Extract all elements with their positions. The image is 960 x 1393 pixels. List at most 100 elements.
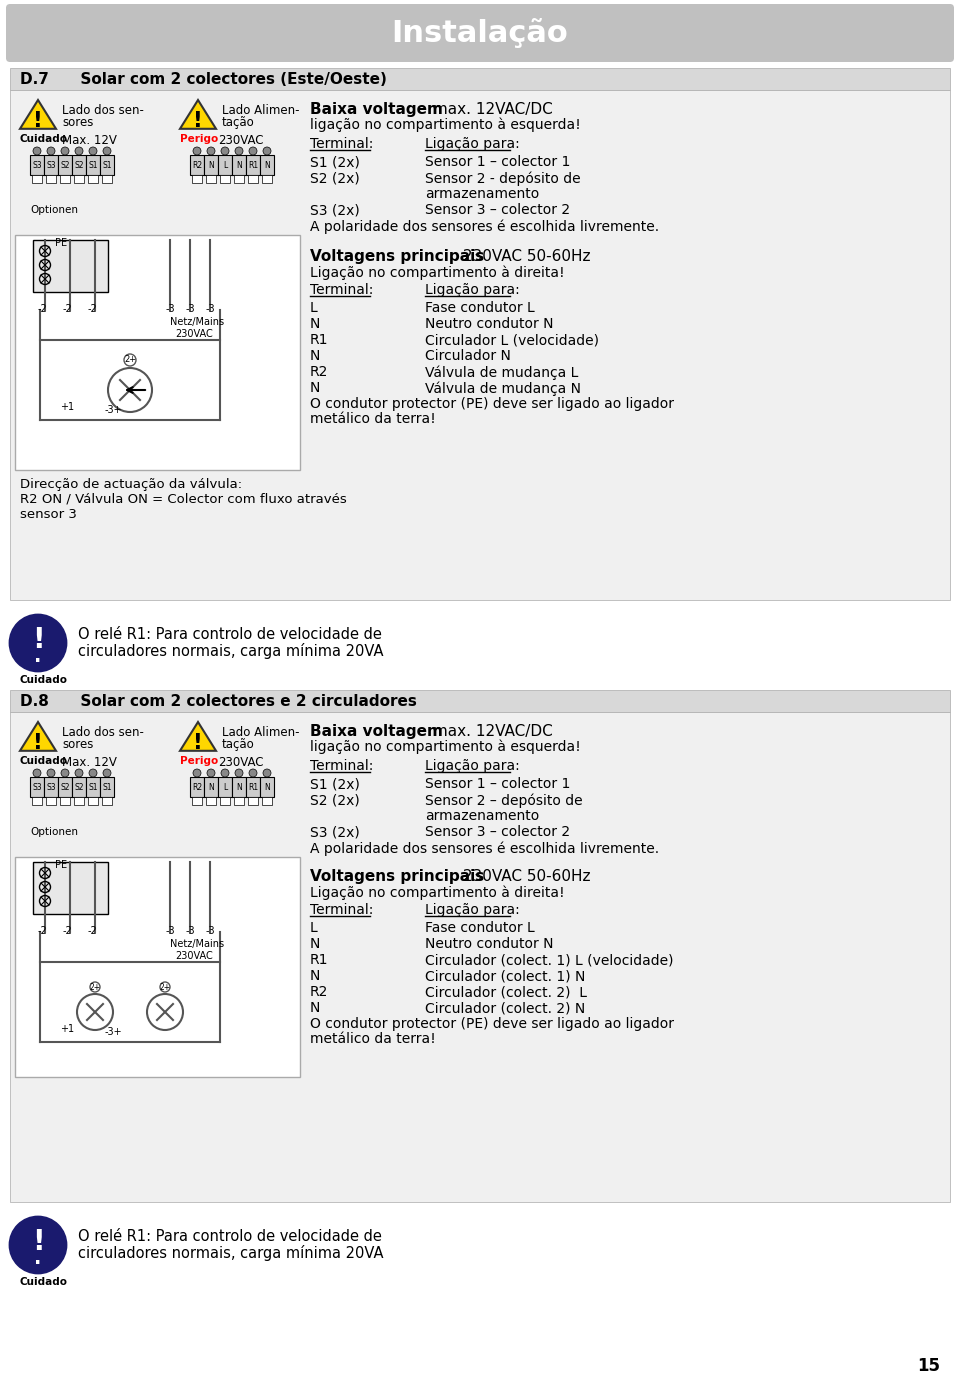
Bar <box>10 68 950 91</box>
Bar <box>248 797 258 805</box>
Text: -3: -3 <box>206 304 216 313</box>
Text: Circulador (colect. 2) N: Circulador (colect. 2) N <box>425 1002 586 1015</box>
Circle shape <box>61 769 69 777</box>
Text: Sensor 1 – colector 1: Sensor 1 – colector 1 <box>425 155 570 169</box>
Bar <box>46 797 56 805</box>
Text: N: N <box>310 937 321 951</box>
Bar <box>262 797 272 805</box>
Circle shape <box>47 769 55 777</box>
Text: R1: R1 <box>310 333 328 347</box>
Text: S3: S3 <box>33 783 42 791</box>
Text: Neutro condutor N: Neutro condutor N <box>425 318 554 332</box>
Text: N: N <box>310 318 321 332</box>
Text: sensor 3: sensor 3 <box>20 508 77 521</box>
Text: .: . <box>35 646 41 666</box>
Circle shape <box>103 148 111 155</box>
Text: .: . <box>35 1248 41 1268</box>
Bar <box>260 155 274 176</box>
Text: Circulador (colect. 2)  L: Circulador (colect. 2) L <box>425 985 587 999</box>
Bar <box>100 155 114 176</box>
Text: S3: S3 <box>33 160 42 170</box>
Text: N: N <box>264 160 270 170</box>
Bar <box>74 797 84 805</box>
Circle shape <box>207 769 215 777</box>
Circle shape <box>89 148 97 155</box>
Bar <box>30 777 44 797</box>
Text: max. 12VAC/DC: max. 12VAC/DC <box>428 724 553 740</box>
Bar <box>260 777 274 797</box>
Circle shape <box>221 769 229 777</box>
Text: !: ! <box>193 733 203 752</box>
Text: R2: R2 <box>192 160 202 170</box>
Text: Lado Alimen-: Lado Alimen- <box>222 104 300 117</box>
Bar <box>234 797 244 805</box>
Text: Voltagens principais: Voltagens principais <box>310 249 484 265</box>
Text: L: L <box>223 783 228 791</box>
Text: sores: sores <box>62 116 93 130</box>
Circle shape <box>263 148 271 155</box>
Bar <box>10 91 950 600</box>
Circle shape <box>235 769 243 777</box>
Circle shape <box>249 148 257 155</box>
Text: R1: R1 <box>248 160 258 170</box>
Bar <box>33 240 108 293</box>
Bar <box>220 176 230 182</box>
Circle shape <box>103 769 111 777</box>
Text: -2: -2 <box>88 926 98 936</box>
Text: !: ! <box>34 110 43 131</box>
Bar <box>192 176 202 182</box>
Text: !: ! <box>193 110 203 131</box>
Text: ligação no compartimento à esquerda!: ligação no compartimento à esquerda! <box>310 740 581 754</box>
Text: Instalação: Instalação <box>392 18 568 47</box>
Text: L: L <box>310 301 318 315</box>
Text: PE: PE <box>55 238 67 248</box>
Bar <box>60 797 70 805</box>
Text: Max. 12V: Max. 12V <box>62 134 117 148</box>
Text: metálico da terra!: metálico da terra! <box>310 412 436 426</box>
Text: armazenamento: armazenamento <box>425 809 540 823</box>
Text: Baixa voltagem: Baixa voltagem <box>310 102 443 117</box>
Text: sores: sores <box>62 738 93 751</box>
Circle shape <box>89 769 97 777</box>
Text: Cuidado: Cuidado <box>20 1277 68 1287</box>
Text: S1: S1 <box>103 783 111 791</box>
Text: -3: -3 <box>166 926 176 936</box>
Text: O relé R1: Para controlo de velocidade de: O relé R1: Para controlo de velocidade d… <box>78 1229 382 1244</box>
Text: Ligação para:: Ligação para: <box>425 283 519 297</box>
Bar <box>60 176 70 182</box>
Text: Perigo: Perigo <box>180 756 218 766</box>
Text: N: N <box>310 970 321 983</box>
Text: Ligação no compartimento à direita!: Ligação no compartimento à direita! <box>310 265 564 280</box>
Text: D.7      Solar com 2 colectores (Este/Oeste): D.7 Solar com 2 colectores (Este/Oeste) <box>20 71 387 86</box>
Text: 2+: 2+ <box>159 982 171 992</box>
Text: N: N <box>236 160 242 170</box>
Bar <box>100 777 114 797</box>
Text: 2+: 2+ <box>124 355 136 365</box>
Text: S3 (2x): S3 (2x) <box>310 203 360 217</box>
Text: Baixa voltagem: Baixa voltagem <box>310 724 443 740</box>
Text: max. 12VAC/DC: max. 12VAC/DC <box>428 102 553 117</box>
Circle shape <box>61 148 69 155</box>
Text: -2: -2 <box>38 926 48 936</box>
Text: S2: S2 <box>74 783 84 791</box>
Bar <box>58 155 72 176</box>
Text: S1: S1 <box>88 783 98 791</box>
Text: -3+: -3+ <box>105 1027 123 1036</box>
Text: Max. 12V: Max. 12V <box>62 756 117 769</box>
Text: Válvula de mudança L: Válvula de mudança L <box>425 365 578 379</box>
Text: Circulador N: Circulador N <box>425 350 511 364</box>
Text: PE: PE <box>55 859 67 871</box>
Text: circuladores normais, carga mínima 20VA: circuladores normais, carga mínima 20VA <box>78 1245 383 1261</box>
Text: Sensor 1 – colector 1: Sensor 1 – colector 1 <box>425 777 570 791</box>
Bar <box>86 155 100 176</box>
Text: Cuidado: Cuidado <box>20 756 68 766</box>
Text: Ligação para:: Ligação para: <box>425 759 519 773</box>
Text: R1: R1 <box>248 783 258 791</box>
Circle shape <box>10 614 66 671</box>
Circle shape <box>263 769 271 777</box>
Text: Sensor 2 - depósito de: Sensor 2 - depósito de <box>425 171 581 185</box>
Circle shape <box>249 769 257 777</box>
Text: +1: +1 <box>60 403 74 412</box>
Text: Netz/Mains: Netz/Mains <box>170 318 224 327</box>
Bar <box>262 176 272 182</box>
